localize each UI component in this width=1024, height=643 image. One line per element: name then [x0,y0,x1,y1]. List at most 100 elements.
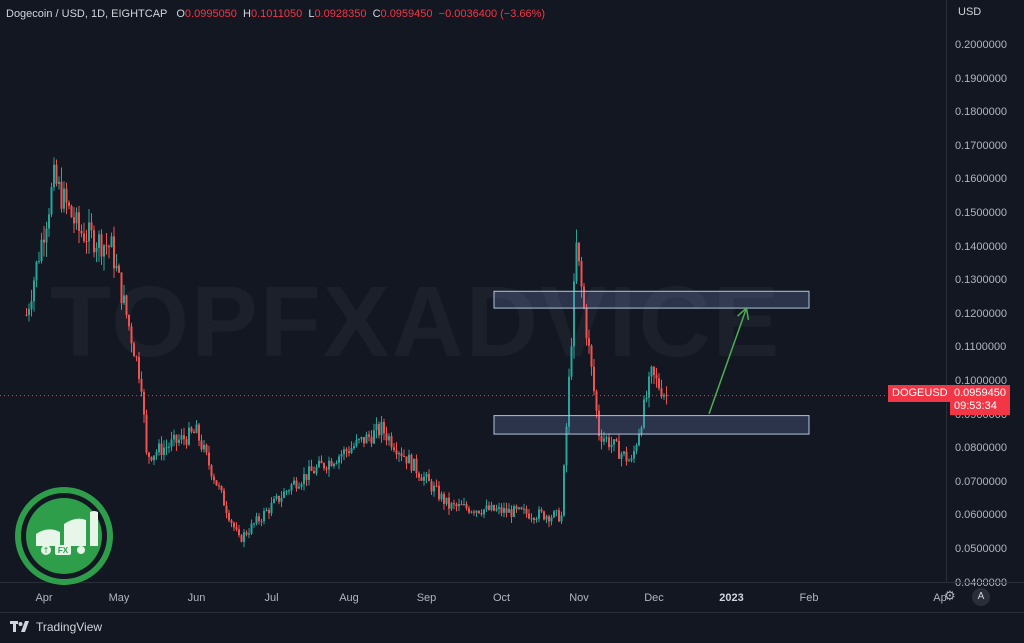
candle [380,416,383,443]
chart-area[interactable]: TOPFXADVICE [0,0,946,582]
candle [533,516,535,524]
candle [510,505,513,523]
candle [628,458,630,462]
candlestick-plot[interactable] [0,0,946,582]
candle [295,477,298,492]
candle [33,276,35,312]
candle [358,438,360,444]
candle [663,393,665,400]
candle [458,498,460,511]
candle [578,242,580,266]
candle [123,284,125,305]
candle [215,480,218,486]
candle [498,502,500,515]
candle [170,431,173,452]
candle [283,487,285,499]
tradingview-brand[interactable]: TradingView [10,620,102,634]
candle [220,485,223,494]
auto-scale-button[interactable]: A [972,588,990,606]
candle [595,389,598,419]
candle [335,460,338,465]
candle [558,507,560,523]
candle [105,233,108,255]
candle [280,491,283,508]
candle [333,462,335,469]
candle [328,456,330,477]
candle [590,344,593,376]
candle [178,434,180,447]
candle [135,355,138,362]
candle [378,421,380,439]
support-resistance-zone[interactable] [493,415,810,435]
candle [113,226,115,278]
time-tick-label: 2023 [719,592,744,604]
candle [98,230,100,262]
candle [585,304,588,346]
candle [435,479,438,488]
footer-bar [0,612,1024,643]
price-tick-label: 0.1800000 [955,106,1007,119]
support-resistance-zone[interactable] [493,290,810,309]
candle [75,207,78,230]
candle [648,371,650,408]
candle [190,426,193,434]
candle [60,167,63,213]
candle [575,229,578,285]
candle [430,478,433,495]
tradingview-logo-icon [10,621,29,632]
candle [543,510,545,521]
candle [620,451,623,467]
candle [308,460,310,486]
candle [210,464,213,481]
candle [225,500,228,519]
candle [118,263,120,274]
candle [310,459,313,472]
candle [440,491,443,502]
price-tick-label: 0.1400000 [955,240,1007,253]
candle [660,379,663,399]
candle [560,511,563,524]
last-price-tag: 0.0959450 09:53:34 [950,385,1010,415]
candle [530,513,533,523]
candle [263,507,265,525]
candle [273,496,275,504]
candle [413,458,415,471]
price-axis[interactable] [946,0,1024,582]
candle [188,422,190,446]
trend-arrow[interactable] [708,307,748,415]
candle [403,449,405,458]
candle [148,451,150,464]
candle [455,502,458,512]
candle [493,504,495,512]
candle [448,492,450,515]
candle [350,441,353,454]
candle [203,440,205,453]
candle [593,358,595,396]
candle [260,518,263,527]
candle [353,442,355,450]
trend-arrow-head [737,306,750,321]
time-axis[interactable] [0,582,1024,613]
candle [88,209,90,254]
candle [608,433,610,451]
candle [140,371,143,397]
candle [483,508,485,519]
time-tick-label: Nov [569,592,589,604]
logo-fx-text: FX [58,546,69,555]
candle [145,409,148,455]
candle [618,434,620,459]
candle [345,447,348,458]
candle [93,225,95,258]
settings-icon[interactable]: ⚙ [944,588,956,603]
candle [485,499,488,512]
candle [665,386,668,405]
candle [553,509,555,519]
candle [80,224,83,238]
candle [160,436,163,461]
candle [445,497,448,506]
candle [270,497,273,517]
candle [535,516,538,523]
candle [85,229,88,254]
candle [230,518,233,528]
candle [115,254,118,272]
